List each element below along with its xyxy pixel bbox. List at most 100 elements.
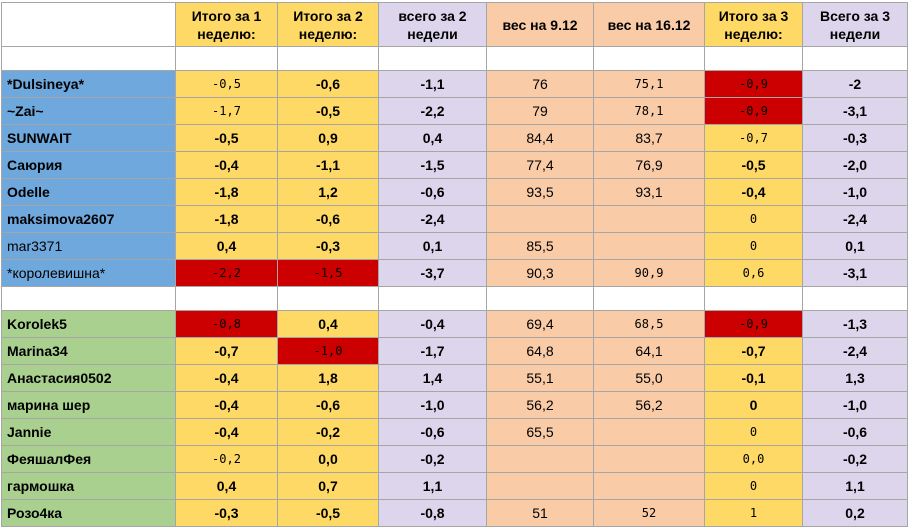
total3-cell: -3,1 [802,259,908,287]
total3-cell: -2,4 [802,337,908,365]
table-row: Розо4ка -0,3 -0,5 -0,8 51 52 1 0,2 [1,499,908,527]
week1-cell: -0,4 [175,151,278,179]
table-row: ~Zai~ -1,7 -0,5 -2,2 79 78,1 -0,9 -3,1 [1,97,908,125]
participant-name: SUNWAIT [1,124,176,152]
total2-cell: -1,0 [378,391,487,419]
table-row: Odelle -1,8 1,2 -0,6 93,5 93,1 -0,4 -1,0 [1,178,908,206]
weight-9-12-cell: 85,5 [486,232,594,260]
week1-cell: 0,4 [175,232,278,260]
table-row: Анастасия0502 -0,4 1,8 1,4 55,1 55,0 -0,… [1,364,908,392]
total2-cell: -3,7 [378,259,487,287]
weight-16-12-cell [593,472,705,500]
week3-cell: 0 [704,205,803,233]
weight-16-12-cell [593,445,705,473]
weight-9-12-cell: 90,3 [486,259,594,287]
participant-name: Odelle [1,178,176,206]
week1-cell: -0,5 [175,124,278,152]
participant-name: *королевишна* [1,259,176,287]
week1-cell: -0,2 [175,445,278,473]
total2-cell: -0,2 [378,445,487,473]
header-weight-16-12: вес на 16.12 [593,2,705,47]
table-row: mar3371 0,4 -0,3 0,1 85,5 0 0,1 [1,232,908,260]
total2-cell: -2,2 [378,97,487,125]
total3-cell: -1,3 [802,310,908,338]
weight-16-12-cell: 78,1 [593,97,705,125]
week1-cell: -1,7 [175,97,278,125]
week2-cell: -1,0 [277,337,379,365]
table-row: maksimova2607 -1,8 -0,6 -2,4 0 -2,4 [1,205,908,233]
week2-cell: 1,8 [277,364,379,392]
week1-cell: -0,3 [175,499,278,527]
week1-cell: 0,4 [175,472,278,500]
week3-cell: -0,5 [704,151,803,179]
weight-16-12-cell: 76,9 [593,151,705,179]
total2-cell: -0,6 [378,418,487,446]
total2-cell: -0,8 [378,499,487,527]
week1-cell: -0,4 [175,391,278,419]
week2-cell: -1,1 [277,151,379,179]
header-name [1,2,176,47]
weight-9-12-cell: 77,4 [486,151,594,179]
total3-cell: -0,2 [802,445,908,473]
weight-16-12-cell [593,232,705,260]
week1-cell: -0,8 [175,310,278,338]
week2-cell: 1,2 [277,178,379,206]
total2-cell: -2,4 [378,205,487,233]
week2-cell: -0,6 [277,70,379,98]
total3-cell: -2,0 [802,151,908,179]
total3-cell: 0,2 [802,499,908,527]
week1-cell: -2,2 [175,259,278,287]
week3-cell: -0,9 [704,70,803,98]
week3-cell: 1 [704,499,803,527]
header-weight-9-12: вес на 9.12 [486,2,594,47]
table-row: *королевишна* -2,2 -1,5 -3,7 90,3 90,9 0… [1,259,908,287]
week3-cell: -0,9 [704,310,803,338]
header-total3: Всего за 3 недели [802,2,908,47]
week2-cell: 0,9 [277,124,379,152]
week3-cell: 0,6 [704,259,803,287]
participant-name: maksimova2607 [1,205,176,233]
spacer-row [1,46,908,71]
week3-cell: -0,9 [704,97,803,125]
total3-cell: -1,0 [802,391,908,419]
total2-cell: 0,1 [378,232,487,260]
total3-cell: -3,1 [802,97,908,125]
participant-name: Korolek5 [1,310,176,338]
weight-16-12-cell: 68,5 [593,310,705,338]
total2-cell: -1,1 [378,70,487,98]
week3-cell: 0,0 [704,445,803,473]
week1-cell: -1,8 [175,205,278,233]
total2-cell: 1,4 [378,364,487,392]
week2-cell: -0,6 [277,391,379,419]
weight-16-12-cell: 90,9 [593,259,705,287]
week2-cell: -0,6 [277,205,379,233]
weight-16-12-cell: 56,2 [593,391,705,419]
total2-cell: 0,4 [378,124,487,152]
weight-9-12-cell: 51 [486,499,594,527]
total2-cell: -0,4 [378,310,487,338]
total2-cell: -1,5 [378,151,487,179]
weight-9-12-cell: 76 [486,70,594,98]
week2-cell: 0,4 [277,310,379,338]
weight-9-12-cell: 55,1 [486,364,594,392]
table-row: Marina34 -0,7 -1,0 -1,7 64,8 64,1 -0,7 -… [1,337,908,365]
table-row: Korolek5 -0,8 0,4 -0,4 69,4 68,5 -0,9 -1… [1,310,908,338]
week2-cell: -0,2 [277,418,379,446]
week2-cell: -0,5 [277,499,379,527]
participant-name: Саюрия [1,151,176,179]
week3-cell: 0 [704,232,803,260]
participant-name: ~Zai~ [1,97,176,125]
week2-cell: -0,5 [277,97,379,125]
spacer-row [1,286,908,311]
participant-name: марина шер [1,391,176,419]
weight-16-12-cell: 64,1 [593,337,705,365]
week3-cell: -0,4 [704,178,803,206]
header-total2: всего за 2 недели [378,2,487,47]
week1-cell: -0,4 [175,418,278,446]
weight-16-12-cell: 93,1 [593,178,705,206]
participant-name: mar3371 [1,232,176,260]
weight-9-12-cell [486,472,594,500]
participant-name: *Dulsineya* [1,70,176,98]
week1-cell: -1,8 [175,178,278,206]
week3-cell: 0 [704,391,803,419]
